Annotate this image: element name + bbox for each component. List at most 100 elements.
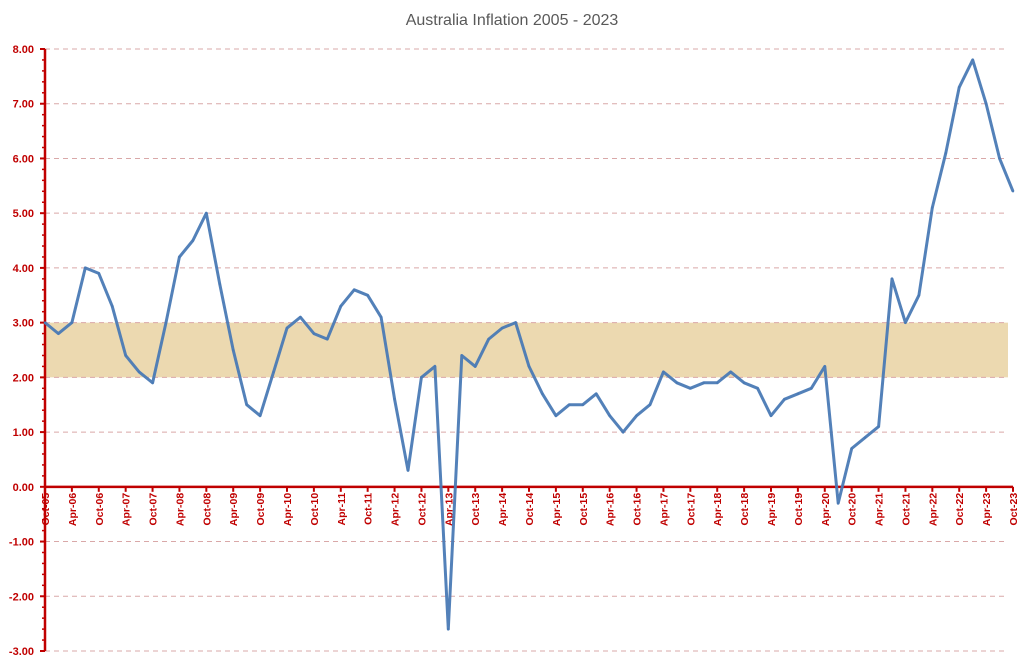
x-tick-label: Oct-11 xyxy=(363,493,375,525)
data-point xyxy=(783,398,786,401)
y-tick-label: -3.00 xyxy=(9,646,34,658)
data-point xyxy=(998,157,1001,160)
data-point xyxy=(541,392,544,395)
data-point xyxy=(474,365,477,368)
data-point xyxy=(164,321,168,324)
data-point xyxy=(111,305,114,308)
data-point xyxy=(326,337,329,341)
y-tick-label: 0.00 xyxy=(13,482,34,494)
x-tick-label: Oct-17 xyxy=(685,493,697,526)
y-tick-label: 6.00 xyxy=(13,153,34,165)
y-tick-label: 4.00 xyxy=(13,263,34,275)
x-tick-label: Apr-08 xyxy=(174,493,186,526)
x-tick-label: Oct-09 xyxy=(255,493,267,526)
x-tick-label: Apr-14 xyxy=(497,493,509,526)
data-point xyxy=(917,294,921,297)
data-point xyxy=(272,370,275,374)
data-point xyxy=(635,414,638,417)
data-point xyxy=(84,266,87,270)
x-tick-label: Oct-10 xyxy=(309,493,321,526)
x-tick-label: Apr-07 xyxy=(121,493,133,526)
data-point xyxy=(796,392,800,395)
y-tick-label: 1.00 xyxy=(13,427,34,439)
x-tick-label: Oct-14 xyxy=(524,493,536,526)
x-tick-label: Oct-21 xyxy=(900,493,912,526)
data-point xyxy=(756,387,759,390)
data-point xyxy=(581,403,584,406)
x-tick-label: Oct-20 xyxy=(847,493,859,526)
data-point xyxy=(70,321,74,324)
x-tick-label: Apr-11 xyxy=(336,493,348,526)
data-point xyxy=(984,102,988,105)
x-tick-label: Oct-12 xyxy=(416,493,428,526)
x-tick-label: Oct-22 xyxy=(954,493,966,526)
data-point xyxy=(863,436,867,439)
x-tick-label: Apr-12 xyxy=(390,493,402,526)
data-point xyxy=(393,398,396,401)
data-point xyxy=(151,381,154,385)
data-point xyxy=(689,387,692,390)
x-tick-label: Apr-19 xyxy=(766,493,778,526)
x-tick-label: Oct-13 xyxy=(470,493,482,526)
x-tick-label: Oct-23 xyxy=(1008,493,1020,526)
x-tick-label: Oct-05 xyxy=(40,493,52,526)
y-tick-label: -1.00 xyxy=(9,537,34,549)
data-point xyxy=(931,206,934,209)
x-tick-label: Apr-21 xyxy=(874,493,886,526)
x-tick-label: Apr-20 xyxy=(820,493,832,526)
x-tick-label: Apr-16 xyxy=(605,493,617,526)
data-point xyxy=(595,392,598,395)
data-point xyxy=(285,326,289,330)
x-axis-labels: Oct-05 Apr-06 Oct-06 Apr-07 Oct-07 Apr-08 Oct-… xyxy=(40,493,1020,526)
x-tick-label: Oct-16 xyxy=(632,493,644,526)
data-point xyxy=(621,430,625,434)
data-point xyxy=(353,288,356,291)
data-point xyxy=(554,414,558,417)
data-point xyxy=(850,447,853,450)
data-point xyxy=(447,627,450,631)
x-tick-label: Oct-08 xyxy=(201,493,213,526)
gridlines xyxy=(45,48,1008,652)
x-tick-label: Apr-18 xyxy=(712,493,724,526)
data-point xyxy=(904,321,907,324)
data-point xyxy=(742,381,746,385)
x-tick-label: Apr-06 xyxy=(67,493,79,526)
data-point xyxy=(57,332,60,335)
data-point xyxy=(608,414,611,417)
data-point xyxy=(245,403,248,406)
target-band-rect xyxy=(45,322,1008,378)
data-point xyxy=(420,376,423,379)
data-point xyxy=(137,370,141,374)
data-point xyxy=(433,365,437,368)
data-point xyxy=(460,354,463,357)
data-point xyxy=(1011,190,1015,193)
data-point xyxy=(958,86,961,89)
data-point xyxy=(944,151,947,155)
data-point xyxy=(487,337,490,341)
x-tick-label: Apr-22 xyxy=(927,493,939,526)
data-point xyxy=(648,403,652,406)
data-point xyxy=(971,58,974,62)
data-point xyxy=(124,354,127,357)
data-point xyxy=(97,272,100,275)
data-point xyxy=(178,255,181,259)
data-point xyxy=(191,239,195,242)
data-point xyxy=(877,425,880,428)
data-point xyxy=(702,381,705,385)
data-point xyxy=(837,502,840,505)
x-tick-label: Oct-19 xyxy=(793,493,805,526)
x-tick-label: Apr-23 xyxy=(981,493,993,526)
data-point xyxy=(568,403,571,406)
data-point xyxy=(299,315,302,319)
data-point xyxy=(258,414,262,417)
x-tick-label: Apr-09 xyxy=(228,493,240,526)
data-point xyxy=(232,348,235,352)
data-point xyxy=(769,414,773,417)
data-point xyxy=(514,321,517,324)
chart-title: Australia Inflation 2005 - 2023 xyxy=(406,12,619,29)
data-point xyxy=(312,332,316,335)
data-point xyxy=(339,305,342,308)
data-point xyxy=(43,321,47,324)
y-tick-label: 2.00 xyxy=(13,372,34,384)
data-point xyxy=(729,370,732,374)
